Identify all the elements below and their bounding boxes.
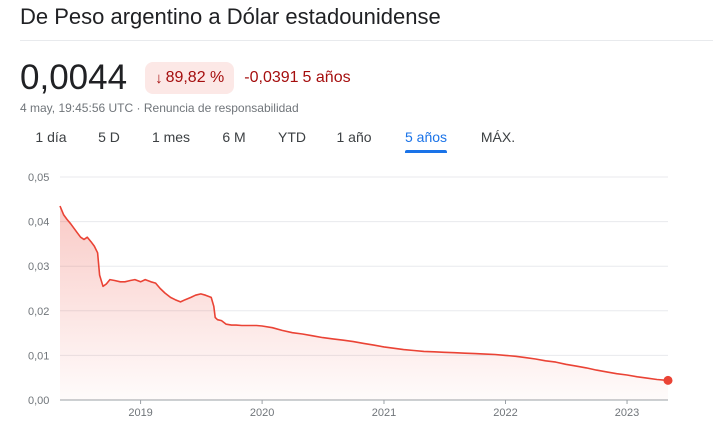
- change-percent-badge: ↓ 89,82 %: [145, 62, 235, 94]
- tab-1-mes[interactable]: 1 mes: [151, 129, 191, 145]
- exchange-rate-chart[interactable]: 0,05 0,04 0,03 0,02 0,01 0,00 2019 2020 2021 2022…: [0, 160, 713, 437]
- quote-meta: 4 may, 19:45:56 UTC · Renuncia de respon…: [20, 101, 299, 115]
- tab-5-anos[interactable]: 5 años: [404, 124, 448, 153]
- title-divider: [20, 40, 713, 41]
- y-tick-label: 0,00: [28, 395, 49, 407]
- y-tick-label: 0,01: [28, 350, 49, 362]
- x-tick-label: 2021: [372, 407, 396, 419]
- arrow-down-icon: ↓: [155, 69, 163, 87]
- tab-ytd[interactable]: YTD: [278, 129, 306, 145]
- last-point-marker: [663, 375, 673, 385]
- x-tick-label: 2019: [128, 407, 152, 419]
- tab-5-d[interactable]: 5 D: [98, 129, 120, 145]
- tab-1-ano[interactable]: 1 año: [336, 129, 372, 145]
- x-tick-label: 2022: [493, 407, 517, 419]
- current-price: 0,0044: [20, 58, 128, 97]
- meta-separator: ·: [136, 101, 141, 115]
- y-tick-label: 0,05: [28, 172, 49, 184]
- y-tick-label: 0,04: [28, 217, 49, 229]
- series-line: [59, 205, 669, 382]
- page-title: De Peso argentino a Dólar estadounidense: [20, 4, 441, 29]
- tab-1-dia[interactable]: 1 día: [35, 129, 67, 145]
- x-tick-label: 2023: [615, 407, 639, 419]
- change-absolute: -0,0391: [244, 69, 299, 86]
- series-area: [60, 206, 668, 400]
- quote-row: 0,0044 ↓ 89,82 % -0,0391 5 años: [20, 58, 351, 98]
- y-tick-label: 0,02: [28, 306, 49, 318]
- tab-max[interactable]: MÁX.: [480, 129, 516, 145]
- disclaimer-link[interactable]: Renuncia de responsabilidad: [143, 101, 299, 115]
- change-period: 5 años: [302, 69, 351, 86]
- change-percent: 89,82 %: [165, 69, 225, 86]
- tab-6-m[interactable]: 6 M: [222, 129, 246, 145]
- x-tick-label: 2020: [250, 407, 274, 419]
- quote-timestamp: 4 may, 19:45:56 UTC: [20, 101, 134, 115]
- y-tick-label: 0,03: [28, 261, 49, 273]
